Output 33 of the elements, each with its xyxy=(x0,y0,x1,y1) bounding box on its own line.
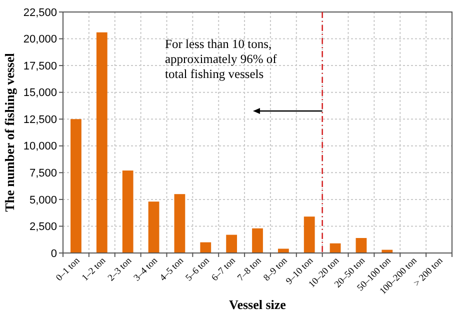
y-tick-label: 5,000 xyxy=(29,194,57,206)
y-tick-label: 12,500 xyxy=(23,114,57,126)
x-tick-label: 7–8 ton xyxy=(236,256,264,284)
bar xyxy=(200,242,212,253)
y-tick-label: 10,000 xyxy=(23,140,57,153)
bar xyxy=(330,243,341,253)
y-tick-label: 15,000 xyxy=(23,87,57,100)
bar xyxy=(70,119,82,253)
x-tick-label: 1–2 ton xyxy=(80,256,108,284)
bar xyxy=(356,238,367,253)
x-tick-label: 6–7 ton xyxy=(210,256,238,284)
bar xyxy=(304,216,315,253)
x-tick-label: 2–3 ton xyxy=(106,256,134,284)
x-tick-label: 0–1 ton xyxy=(54,256,82,284)
y-tick-label: 20,000 xyxy=(23,34,57,46)
bar xyxy=(252,228,263,253)
bar xyxy=(122,170,134,253)
y-tick-label: 7,500 xyxy=(29,168,57,180)
y-tick-label: 0 xyxy=(50,248,57,260)
y-axis-title: The number of fishing vessel xyxy=(2,52,17,212)
annotation: For less than 10 tons, approximately 96% of total fishing vessels xyxy=(165,37,278,81)
x-tick-label: 4–5 ton xyxy=(158,256,186,284)
x-axis-title: Vessel size xyxy=(229,297,286,312)
bar xyxy=(278,248,289,253)
bar xyxy=(226,234,238,253)
y-tick-label: 2,500 xyxy=(29,221,57,234)
bar xyxy=(174,194,186,253)
y-tick-label: 22,500 xyxy=(23,6,57,19)
bar xyxy=(96,32,108,253)
x-tick-label: 5–6 ton xyxy=(184,256,212,284)
bar xyxy=(148,202,160,253)
y-tick-label: 17,500 xyxy=(23,60,57,72)
x-tick-label: 3–4 ton xyxy=(132,256,160,284)
